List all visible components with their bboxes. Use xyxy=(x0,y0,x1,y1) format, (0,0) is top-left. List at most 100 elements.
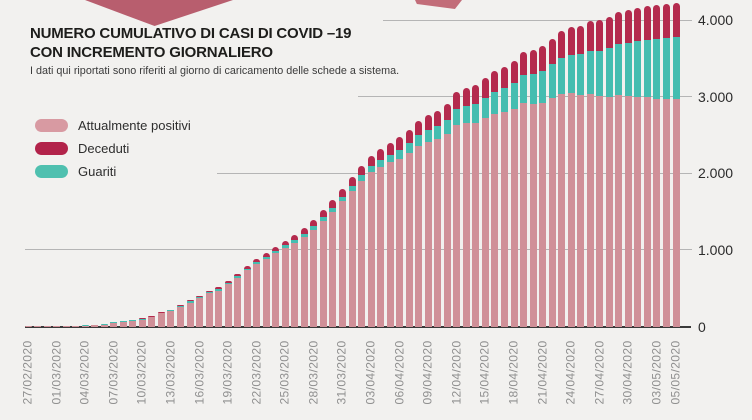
bar-23-03-2020 xyxy=(262,253,270,327)
bar-22-04-2020 xyxy=(548,38,556,327)
chart-legend: Attualmente positivi Deceduti Guariti xyxy=(35,114,191,183)
bar-segment-deceduti xyxy=(300,227,308,234)
bar-segment-attualmente-positivi xyxy=(262,259,270,327)
bar-segment-deceduti xyxy=(501,66,508,88)
bar-segment-deceduti xyxy=(215,287,223,290)
bar-segment-deceduti xyxy=(367,155,375,167)
bar-segment-attualmente-positivi xyxy=(405,152,413,327)
bar-segment-deceduti xyxy=(596,20,604,51)
bar-segment-guariti xyxy=(253,262,261,265)
title-line-1: NUMERO CUMULATIVO DI CASI DI COVID –19 xyxy=(30,25,352,42)
bar-segment-deceduti xyxy=(558,30,566,58)
bar-03-03-2020 xyxy=(72,325,80,327)
bar-segment-guariti xyxy=(129,320,137,321)
logo-shape-left xyxy=(85,0,233,26)
bar-segment-attualmente-positivi xyxy=(300,236,308,327)
bar-segment-guariti xyxy=(138,318,146,320)
bar-segment-attualmente-positivi xyxy=(329,211,337,327)
x-axis-label-25-03-2020: 25/03/2020 xyxy=(277,340,292,405)
bar-segment-deceduti xyxy=(586,21,594,51)
bar-02-05-2020 xyxy=(643,5,651,327)
bar-segment-attualmente-positivi xyxy=(72,325,80,327)
x-axis-label-06-04-2020: 06/04/2020 xyxy=(392,340,407,405)
page-title: NUMERO CUMULATIVO DI CASI DI COVID –19 C… xyxy=(30,24,352,62)
legend-label: Deceduti xyxy=(78,141,130,156)
bar-17-04-2020 xyxy=(501,66,508,327)
bar-segment-guariti xyxy=(501,87,508,112)
bar-segment-guariti xyxy=(510,83,518,110)
bar-16-04-2020 xyxy=(491,71,499,327)
bar-26-04-2020 xyxy=(586,21,594,327)
bar-segment-guariti xyxy=(672,37,680,99)
bar-segment-guariti xyxy=(205,291,213,294)
legend-item-positivi: Attualmente positivi xyxy=(35,114,191,137)
bar-segment-guariti xyxy=(396,149,404,159)
bar-02-04-2020 xyxy=(358,165,366,327)
bar-segment-attualmente-positivi xyxy=(672,98,680,327)
bar-segment-guariti xyxy=(272,251,280,254)
bar-16-03-2020 xyxy=(196,295,204,327)
bar-01-03-2020 xyxy=(53,325,61,327)
bar-segment-attualmente-positivi xyxy=(462,123,470,327)
bar-04-04-2020 xyxy=(377,148,385,327)
bar-segment-guariti xyxy=(567,54,575,94)
bar-segment-deceduti xyxy=(234,273,242,277)
bar-segment-attualmente-positivi xyxy=(138,319,146,327)
bar-segment-deceduti xyxy=(167,309,175,311)
bar-segment-attualmente-positivi xyxy=(615,95,623,327)
bar-18-04-2020 xyxy=(510,61,518,327)
bar-segment-guariti xyxy=(443,119,451,135)
bar-segment-attualmente-positivi xyxy=(529,103,537,327)
bar-segment-guariti xyxy=(481,97,489,119)
bar-20-04-2020 xyxy=(529,50,537,327)
bar-segment-guariti xyxy=(367,166,375,173)
bar-25-03-2020 xyxy=(281,240,289,327)
bar-segment-attualmente-positivi xyxy=(520,102,528,327)
bar-segment-deceduti xyxy=(529,50,537,74)
bar-segment-deceduti xyxy=(157,311,165,313)
bar-06-03-2020 xyxy=(100,324,108,327)
bar-segment-guariti xyxy=(291,239,299,243)
bar-02-03-2020 xyxy=(62,325,70,327)
x-axis-label-03-05-2020: 03/05/2020 xyxy=(649,340,664,405)
bar-segment-deceduti xyxy=(510,61,518,84)
x-axis-label-31-03-2020: 31/03/2020 xyxy=(334,340,349,405)
bar-segment-guariti xyxy=(624,42,632,97)
bar-19-03-2020 xyxy=(224,280,232,327)
y-axis-label-0: 0 xyxy=(698,318,706,335)
bar-segment-attualmente-positivi xyxy=(253,264,261,327)
bar-06-04-2020 xyxy=(396,137,404,327)
bar-segment-guariti xyxy=(167,310,175,312)
bar-segment-guariti xyxy=(348,186,356,192)
legend-item-deceduti: Deceduti xyxy=(35,137,191,160)
x-axis-label-03-04-2020: 03/04/2020 xyxy=(363,340,378,405)
bar-05-04-2020 xyxy=(386,142,394,327)
bar-segment-guariti xyxy=(548,64,556,99)
bar-segment-deceduti xyxy=(358,165,366,176)
bar-07-03-2020 xyxy=(110,322,118,327)
bar-segment-attualmente-positivi xyxy=(291,242,299,327)
bar-segment-deceduti xyxy=(567,27,575,55)
bar-segment-attualmente-positivi xyxy=(110,322,118,327)
bar-05-03-2020 xyxy=(91,324,99,327)
bar-segment-deceduti xyxy=(472,85,480,104)
bar-23-04-2020 xyxy=(558,30,566,327)
bar-15-03-2020 xyxy=(186,300,194,327)
bar-segment-deceduti xyxy=(653,5,661,40)
bar-segment-deceduti xyxy=(539,46,547,71)
bar-segment-deceduti xyxy=(281,240,289,246)
bar-09-03-2020 xyxy=(129,320,137,327)
bar-segment-guariti xyxy=(224,282,232,284)
bar-segment-guariti xyxy=(196,297,204,299)
logo-shape-right xyxy=(415,0,462,9)
bar-segment-guariti xyxy=(663,38,670,99)
bar-28-04-2020 xyxy=(605,17,613,327)
page-subtitle: I dati qui riportati sono riferiti al gi… xyxy=(30,65,400,77)
x-axis-label-07-03-2020: 07/03/2020 xyxy=(106,340,121,405)
legend-swatch-deceduti-icon xyxy=(35,142,68,155)
bar-29-03-2020 xyxy=(319,210,327,327)
bar-09-04-2020 xyxy=(424,115,432,327)
gridline-4000 xyxy=(383,19,692,21)
bar-24-03-2020 xyxy=(272,246,280,327)
bar-segment-deceduti xyxy=(520,52,528,76)
